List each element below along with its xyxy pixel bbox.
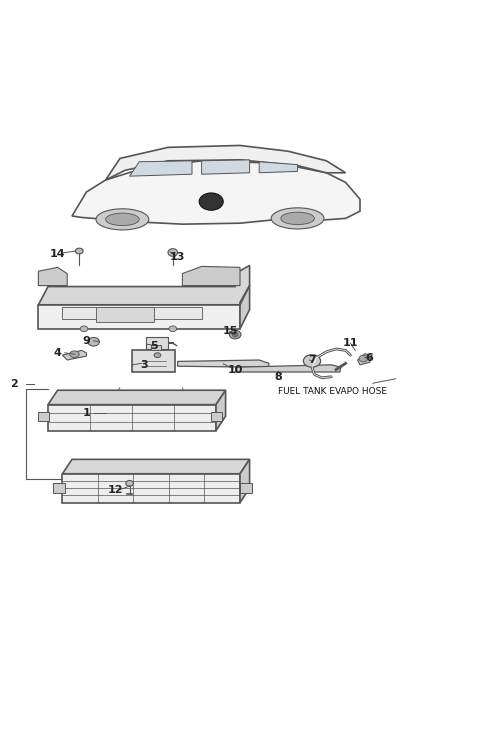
Bar bbox=[151, 344, 161, 350]
Polygon shape bbox=[202, 160, 250, 174]
Text: 15: 15 bbox=[223, 326, 238, 336]
Polygon shape bbox=[72, 161, 360, 224]
Bar bbox=[240, 484, 252, 493]
Text: 12: 12 bbox=[108, 484, 123, 495]
Polygon shape bbox=[216, 391, 226, 431]
Text: 5: 5 bbox=[150, 341, 157, 350]
Polygon shape bbox=[106, 145, 346, 180]
Bar bbox=[132, 350, 175, 372]
Polygon shape bbox=[62, 459, 250, 474]
Polygon shape bbox=[48, 405, 216, 431]
Polygon shape bbox=[38, 267, 67, 286]
Ellipse shape bbox=[75, 248, 83, 254]
Text: 2: 2 bbox=[11, 379, 18, 389]
Ellipse shape bbox=[232, 332, 238, 337]
Text: 3: 3 bbox=[140, 360, 148, 370]
Bar bbox=[38, 412, 49, 421]
Polygon shape bbox=[178, 360, 269, 368]
Polygon shape bbox=[38, 305, 240, 329]
Ellipse shape bbox=[80, 326, 88, 332]
Ellipse shape bbox=[88, 338, 99, 346]
Bar bbox=[211, 412, 222, 421]
Ellipse shape bbox=[169, 326, 177, 332]
Text: 10: 10 bbox=[228, 365, 243, 374]
Ellipse shape bbox=[281, 212, 314, 225]
Text: 13: 13 bbox=[170, 251, 185, 262]
Bar bbox=[53, 484, 65, 493]
Ellipse shape bbox=[106, 213, 139, 225]
Polygon shape bbox=[235, 365, 341, 372]
Polygon shape bbox=[182, 266, 240, 286]
Polygon shape bbox=[358, 353, 372, 365]
Text: 4: 4 bbox=[54, 347, 61, 358]
Polygon shape bbox=[62, 474, 240, 502]
Text: 8: 8 bbox=[275, 372, 282, 382]
Text: 14: 14 bbox=[50, 249, 65, 260]
Text: 6: 6 bbox=[366, 353, 373, 362]
Polygon shape bbox=[48, 391, 226, 405]
Ellipse shape bbox=[303, 355, 321, 368]
Text: 9: 9 bbox=[83, 336, 90, 346]
Ellipse shape bbox=[271, 208, 324, 229]
Ellipse shape bbox=[154, 353, 161, 358]
Text: FUEL TANK EVAPO HOSE: FUEL TANK EVAPO HOSE bbox=[278, 379, 396, 396]
Polygon shape bbox=[259, 161, 298, 173]
Ellipse shape bbox=[199, 193, 223, 211]
Text: 1: 1 bbox=[83, 408, 90, 418]
Ellipse shape bbox=[359, 355, 368, 362]
Bar bbox=[96, 307, 154, 321]
Text: 11: 11 bbox=[343, 339, 358, 348]
Polygon shape bbox=[240, 286, 250, 329]
Text: 7: 7 bbox=[308, 355, 316, 365]
Polygon shape bbox=[62, 350, 86, 360]
Polygon shape bbox=[130, 161, 192, 176]
Polygon shape bbox=[240, 459, 250, 502]
Ellipse shape bbox=[229, 330, 241, 339]
Ellipse shape bbox=[70, 351, 79, 358]
Ellipse shape bbox=[126, 481, 133, 487]
Polygon shape bbox=[62, 307, 202, 319]
Bar bbox=[146, 337, 168, 349]
Ellipse shape bbox=[168, 248, 178, 257]
Ellipse shape bbox=[96, 209, 149, 230]
Polygon shape bbox=[38, 266, 250, 305]
